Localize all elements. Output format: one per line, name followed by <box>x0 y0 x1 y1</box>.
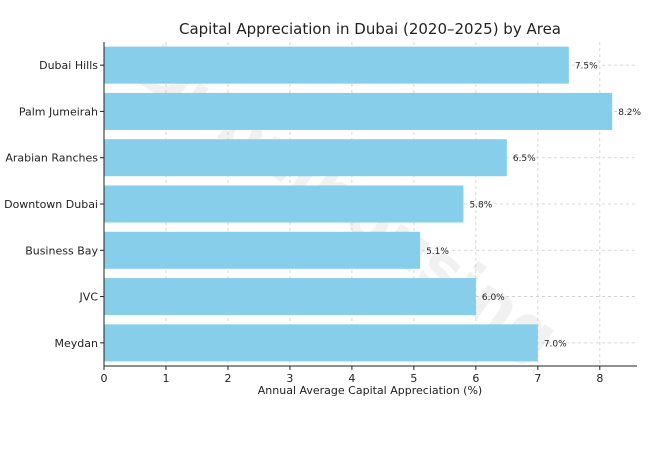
x-tick-label-1: 1 <box>162 372 169 385</box>
x-tick-label-4: 4 <box>348 372 355 385</box>
data-label-5: 6.0% <box>482 293 505 303</box>
bar-5 <box>104 278 476 316</box>
category-label-2: Arabian Ranches <box>5 152 98 165</box>
x-tick-label-2: 2 <box>224 372 231 385</box>
data-label-0: 7.5% <box>575 62 598 72</box>
x-axis-title: Annual Average Capital Appreciation (%) <box>258 384 482 397</box>
bar-1 <box>104 92 613 130</box>
x-tick-label-6: 6 <box>472 372 479 385</box>
data-label-3: 5.8% <box>469 201 492 211</box>
x-tick-label-0: 0 <box>101 372 108 385</box>
bar-2 <box>104 139 507 177</box>
data-label-4: 5.1% <box>426 247 449 257</box>
axes: Dubai Hills Palm Jumeirah Arabian Ranches D… <box>4 42 637 385</box>
bars: 7.5% 8.2% 6.5% 5.8% 5.1% 6.0% 7.0% <box>104 46 642 362</box>
data-label-6: 7.0% <box>544 339 567 349</box>
category-label-6: Meydan <box>55 337 98 350</box>
bar-3 <box>104 185 464 223</box>
data-label-2: 6.5% <box>513 154 536 164</box>
x-tick-label-7: 7 <box>534 372 541 385</box>
category-label-5: JVC <box>79 291 99 304</box>
x-tick-label-8: 8 <box>596 372 603 385</box>
bar-4 <box>104 231 421 269</box>
category-label-0: Dubai Hills <box>39 59 98 72</box>
x-tick-label-5: 5 <box>410 372 417 385</box>
chart-title: Capital Appreciation in Dubai (2020–2025… <box>179 20 561 38</box>
bar-6 <box>104 324 538 362</box>
category-label-1: Palm Jumeirah <box>19 105 98 118</box>
bar-0 <box>104 46 569 84</box>
category-label-4: Business Bay <box>25 244 98 257</box>
data-label-1: 8.2% <box>618 108 641 118</box>
category-label-3: Downtown Dubai <box>4 198 98 211</box>
x-tick-label-3: 3 <box>286 372 293 385</box>
